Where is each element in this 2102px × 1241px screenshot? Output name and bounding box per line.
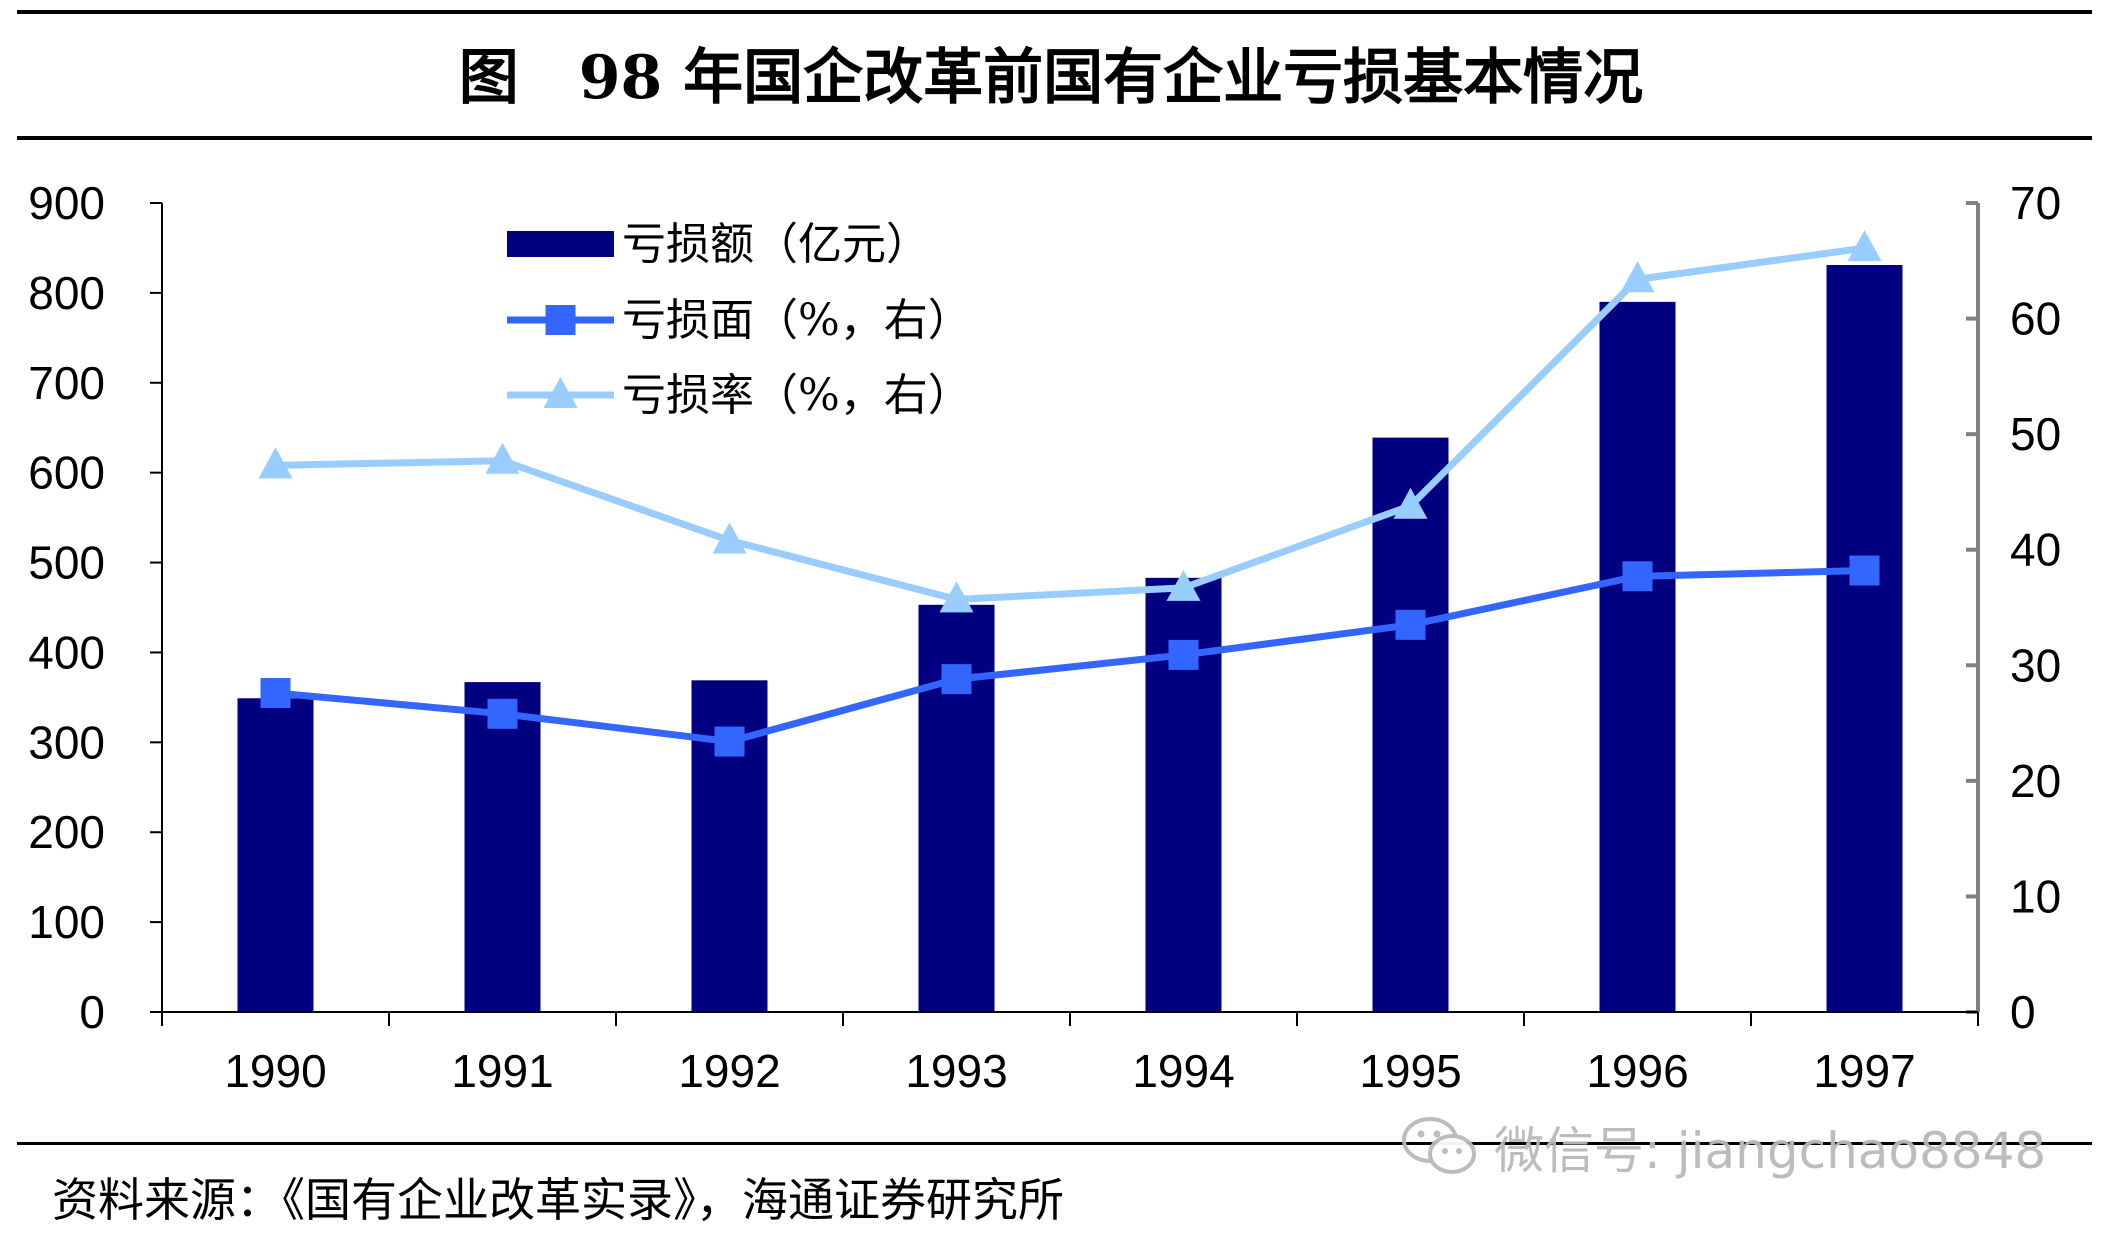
- bottom-rule: [17, 1142, 2092, 1145]
- triangle-marker-1996: [1620, 261, 1655, 293]
- bar-1995: [1372, 437, 1449, 1012]
- chart-title: 图 98 年国企改革前国有企业亏损基本情况: [458, 43, 1644, 113]
- loss-chart: 0 100 200 300 400 500 600 700 800 900 0 10 20 30 40 50 6…: [28, 177, 2061, 1097]
- bar-1991: [464, 682, 541, 1012]
- left-tick-label: 200: [28, 806, 105, 858]
- right-tick-label: 0: [2010, 986, 2036, 1038]
- triangle-marker-1992: [712, 522, 747, 554]
- left-tick-label: 100: [28, 896, 105, 948]
- left-tick-label: 400: [28, 626, 105, 678]
- wechat-icon: [1400, 1112, 1480, 1182]
- legend-label-1: 亏损面（%，右）: [622, 295, 972, 346]
- title-rule: [17, 136, 2092, 140]
- right-tick-label: 10: [2010, 870, 2061, 922]
- square-marker-1991: [487, 698, 518, 729]
- triangle-marker-1994: [1166, 569, 1201, 601]
- x-tick-label-1992: 1992: [678, 1045, 780, 1097]
- left-tick-label: 500: [28, 537, 105, 589]
- triangle-marker-1990: [258, 447, 293, 479]
- x-tick-label-1994: 1994: [1132, 1045, 1234, 1097]
- legend-label-0: 亏损额（亿元）: [622, 219, 930, 270]
- bar-1996: [1599, 301, 1676, 1012]
- left-tick-label: 900: [28, 177, 105, 229]
- right-tick-label: 50: [2010, 408, 2061, 460]
- bar-1990: [237, 698, 314, 1012]
- right-tick-label: 20: [2010, 755, 2061, 807]
- legend-label-2: 亏损率（%，右）: [622, 370, 972, 421]
- x-tick-label-1997: 1997: [1813, 1045, 1915, 1097]
- triangle-marker-1995: [1393, 487, 1428, 519]
- line-series-2: [275, 244, 1865, 603]
- x-tick-label-1995: 1995: [1359, 1045, 1461, 1097]
- x-tick-label-1993: 1993: [905, 1045, 1007, 1097]
- right-tick-label: 60: [2010, 293, 2061, 345]
- watermark-text: 微信号: jiangchao8848: [1494, 1122, 2047, 1180]
- square-marker-1990: [260, 678, 291, 709]
- watermark: 微信号: jiangchao8848: [1400, 1107, 2046, 1187]
- triangle-marker-1991: [485, 442, 520, 474]
- left-tick-label: 300: [28, 716, 105, 768]
- x-tick-label-1991: 1991: [451, 1045, 553, 1097]
- right-tick-label: 30: [2010, 639, 2061, 691]
- right-tick-label: 70: [2010, 177, 2061, 229]
- top-rule: [17, 10, 2092, 14]
- square-marker-1996: [1622, 561, 1653, 592]
- square-marker-1992: [714, 726, 745, 757]
- left-tick-label: 600: [28, 447, 105, 499]
- triangle-marker-1997: [1847, 230, 1882, 262]
- square-marker-1995: [1395, 609, 1426, 640]
- right-tick-label: 40: [2010, 524, 2061, 576]
- square-marker-1997: [1849, 555, 1880, 586]
- triangle-marker-1993: [939, 581, 974, 613]
- legend-square-marker: [545, 305, 576, 335]
- x-tick-label-1990: 1990: [224, 1045, 326, 1097]
- source-note: 资料来源：《国有企业改革实录》，海通证券研究所: [52, 1173, 1064, 1227]
- bar-1997: [1826, 265, 1903, 1013]
- left-tick-label: 800: [28, 267, 105, 319]
- square-marker-1994: [1168, 639, 1199, 670]
- left-tick-label: 700: [28, 357, 105, 409]
- line-series-1: [275, 567, 1865, 746]
- legend-swatch-bar: [507, 231, 614, 257]
- left-tick-label: 0: [79, 986, 105, 1038]
- square-marker-1993: [941, 664, 972, 695]
- x-tick-label-1996: 1996: [1586, 1045, 1688, 1097]
- legend-triangle-marker: [543, 377, 578, 408]
